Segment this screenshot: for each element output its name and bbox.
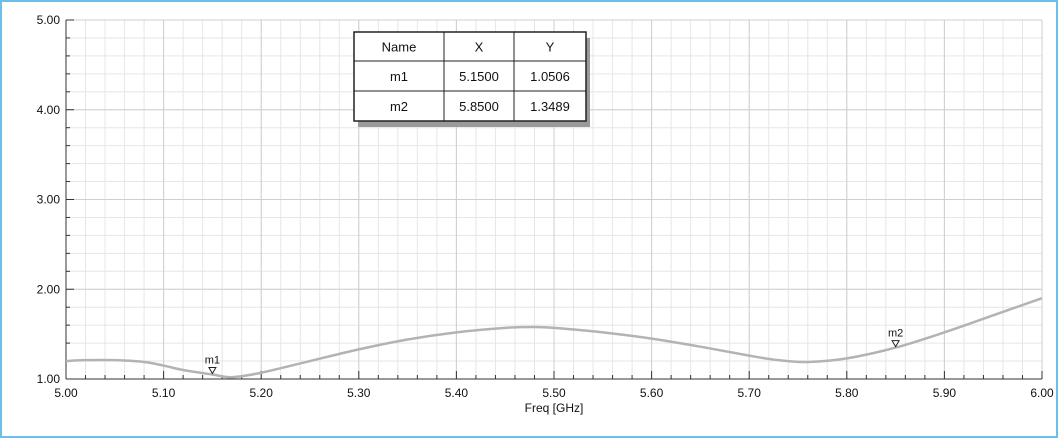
x-tick-label: 5.10 bbox=[152, 386, 176, 400]
table-header-cell: Y bbox=[546, 40, 555, 55]
table-cell: 5.1500 bbox=[459, 69, 499, 84]
table-cell: 5.8500 bbox=[459, 99, 499, 114]
x-tick-label: 5.30 bbox=[347, 386, 371, 400]
x-tick-label: 5.40 bbox=[445, 386, 469, 400]
marker-m1[interactable]: m1 bbox=[205, 355, 220, 375]
y-tick-label: 3.00 bbox=[37, 193, 61, 207]
markers: m1 m2 bbox=[205, 328, 903, 375]
series-line bbox=[65, 297, 1043, 379]
x-tick-label: 5.20 bbox=[250, 386, 274, 400]
x-tick-label: 5.90 bbox=[933, 386, 957, 400]
x-tick-label: 5.50 bbox=[542, 386, 566, 400]
x-tick-label: 5.00 bbox=[54, 386, 78, 400]
x-axis-label: Freq [GHz] bbox=[525, 401, 584, 415]
marker-m2[interactable]: m2 bbox=[888, 328, 903, 348]
x-tick-label: 5.80 bbox=[835, 386, 859, 400]
table-cell: m1 bbox=[390, 69, 408, 84]
table-cell: 1.0506 bbox=[530, 69, 570, 84]
x-tick-label: 6.00 bbox=[1030, 386, 1054, 400]
marker-label: m2 bbox=[888, 328, 903, 340]
table-body bbox=[353, 31, 587, 122]
table-cell: 1.3489 bbox=[530, 99, 570, 114]
x-tick-label: 5.70 bbox=[738, 386, 762, 400]
y-tick-label: 4.00 bbox=[37, 103, 61, 117]
axis-ticks bbox=[65, 19, 1043, 380]
y-tick-labels: 1.00 2.00 3.00 4.00 5.00 bbox=[37, 13, 61, 386]
marker-table[interactable]: Name X Ym1 5.1500 1.0506 m2 5.8500 1.3489 bbox=[353, 31, 590, 127]
y-tick-label: 2.00 bbox=[37, 282, 61, 296]
x-tick-label: 5.60 bbox=[640, 386, 664, 400]
table-header-cell: X bbox=[475, 40, 484, 55]
table-cell: m2 bbox=[390, 99, 408, 114]
x-tick-labels: 5.00 5.10 5.20 5.30 5.40 5.50 5.60 5.70 5.80 5.90… bbox=[54, 386, 1054, 400]
table-header-cell: Name bbox=[382, 40, 417, 55]
marker-triangle-icon bbox=[208, 367, 217, 375]
y-tick-label: 1.00 bbox=[37, 372, 61, 386]
marker-label: m1 bbox=[205, 355, 220, 367]
marker-triangle-icon bbox=[891, 340, 900, 348]
y-tick-label: 5.00 bbox=[37, 13, 61, 27]
